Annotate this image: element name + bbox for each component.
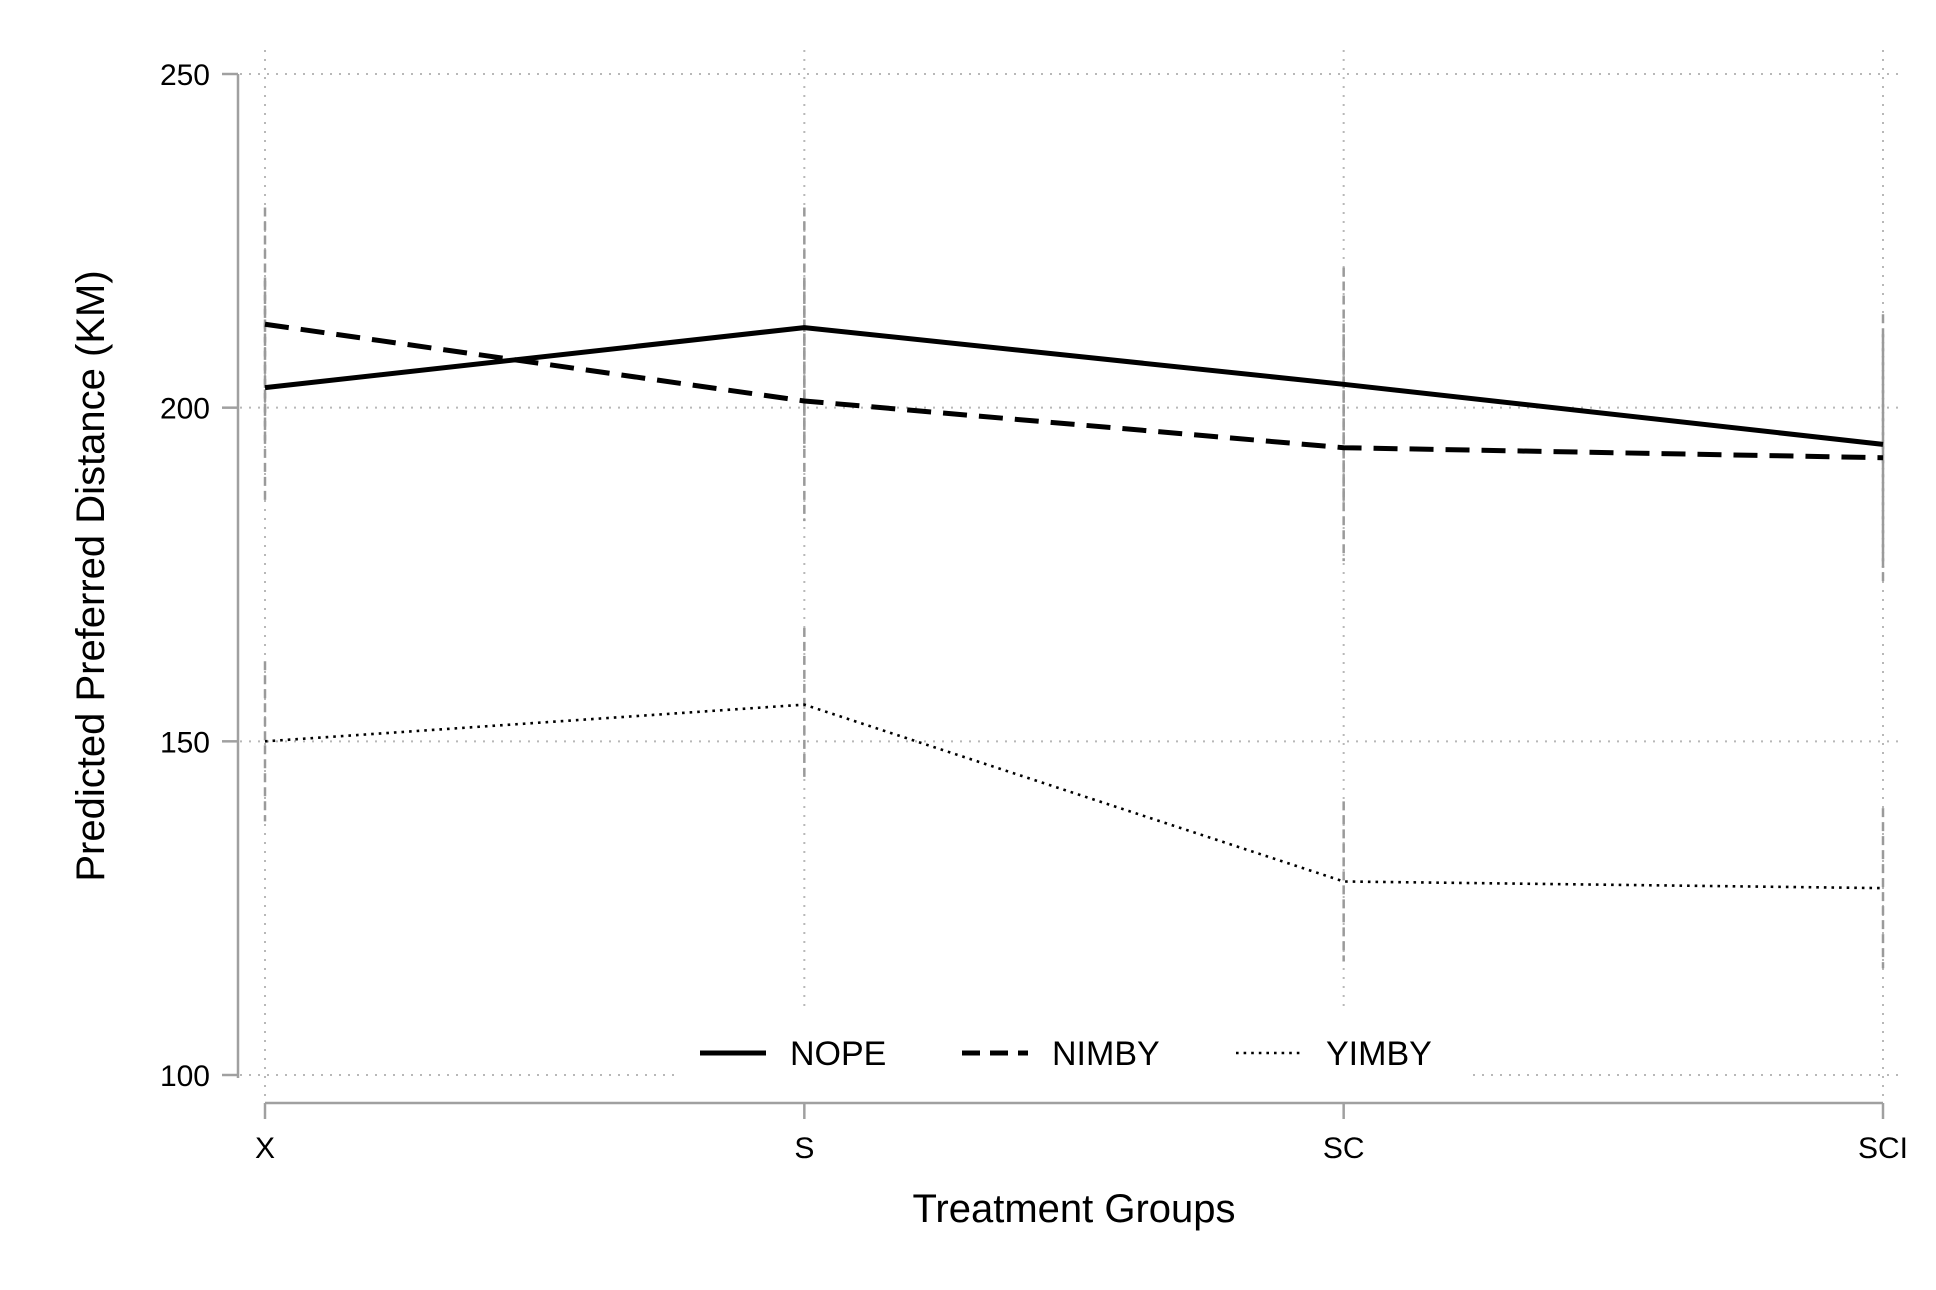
legend: NOPE NIMBY YIMBY — [676, 1012, 1466, 1098]
y-axis-title: Predicted Preferred Distance (KM) — [69, 270, 113, 881]
y-tick-label-250: 250 — [160, 59, 210, 92]
series-line-nimby — [264, 321, 1884, 461]
y-tick-label-200: 200 — [160, 393, 210, 426]
legend-label-nimby: NIMBY — [1052, 1035, 1160, 1073]
series-lines — [264, 321, 1884, 890]
x-tick-label-X: X — [255, 1132, 275, 1165]
y-axis-ticks: 100 150 200 250 — [160, 59, 238, 1093]
series-line-yimby — [264, 703, 1884, 890]
x-tick-label-SCI: SCI — [1858, 1132, 1908, 1165]
legend-label-yimby: YIMBY — [1326, 1035, 1432, 1073]
x-tick-label-S: S — [794, 1132, 814, 1165]
x-axis-title: Treatment Groups — [912, 1187, 1235, 1231]
x-axis-ticks: X S SC SCI — [255, 1103, 1908, 1165]
y-tick-label-150: 150 — [160, 726, 210, 759]
x-tick-label-SC: SC — [1323, 1132, 1365, 1165]
legend-label-nope: NOPE — [790, 1035, 886, 1073]
series-line-nope — [264, 325, 1884, 447]
y-tick-label-100: 100 — [160, 1060, 210, 1093]
legend-background — [676, 1012, 1466, 1098]
